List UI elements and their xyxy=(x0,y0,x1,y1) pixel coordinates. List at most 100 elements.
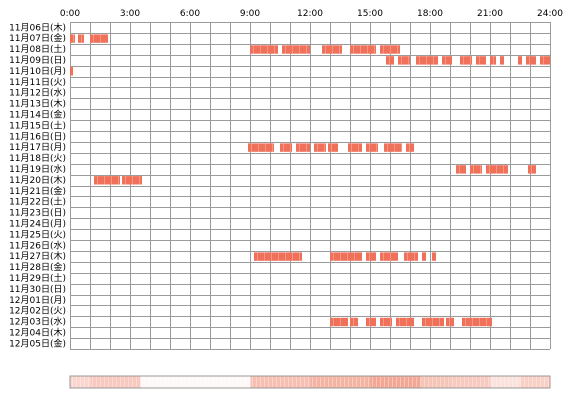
segment-stripe xyxy=(272,143,273,152)
segment-stripe xyxy=(489,165,490,174)
segment-stripe xyxy=(73,34,74,43)
segment-stripe xyxy=(283,143,284,152)
x-tick-label: 21:00 xyxy=(477,9,503,19)
activity-segment xyxy=(422,252,426,261)
activity-segment xyxy=(70,67,73,76)
segment-stripe xyxy=(470,56,471,65)
segment-stripe xyxy=(353,317,354,327)
row-label: 11月28日(金) xyxy=(9,261,66,273)
segment-stripe xyxy=(493,56,494,65)
segment-stripe xyxy=(299,252,300,261)
activity-segment xyxy=(350,45,376,54)
x-tick-label: 18:00 xyxy=(417,9,443,19)
activity-segment xyxy=(330,252,362,261)
row-label: 11月19日(水) xyxy=(9,163,66,175)
activity-segment xyxy=(94,176,120,185)
segment-stripe xyxy=(325,45,326,54)
segment-stripe xyxy=(479,56,480,65)
segment-stripe xyxy=(100,34,101,43)
segment-stripe xyxy=(97,176,98,185)
segment-stripe xyxy=(529,56,530,65)
segment-stripe xyxy=(251,143,252,152)
segment-stripe xyxy=(432,317,433,327)
density-block xyxy=(90,376,141,388)
segment-stripe xyxy=(324,143,325,152)
segment-stripe xyxy=(125,176,126,185)
activity-segment xyxy=(250,45,278,54)
row-label: 11月18日(火) xyxy=(9,153,66,164)
x-tick-label: 0:00 xyxy=(60,9,80,19)
activity-segment xyxy=(380,252,398,261)
segment-stripe xyxy=(265,143,266,152)
activity-segment xyxy=(442,56,452,65)
x-tick-label: 12:00 xyxy=(297,9,323,19)
activity-segment xyxy=(330,317,348,327)
segment-stripe xyxy=(347,252,348,261)
row-label: 12月03日(水) xyxy=(9,316,66,328)
density-block xyxy=(140,376,251,388)
segment-stripe xyxy=(387,143,388,152)
segment-stripe xyxy=(496,165,497,174)
row-label: 12月05日(金) xyxy=(9,337,66,349)
density-block xyxy=(370,376,421,388)
segment-stripe xyxy=(299,45,300,54)
segment-stripe xyxy=(317,143,318,152)
segment-stripe xyxy=(258,143,259,152)
segment-stripe xyxy=(333,252,334,261)
segment-stripe xyxy=(419,56,420,65)
segment-stripe xyxy=(285,252,286,261)
segment-stripe xyxy=(332,45,333,54)
segment-stripe xyxy=(433,56,434,65)
row-label: 11月21日(金) xyxy=(9,185,66,197)
activity-segment xyxy=(462,317,492,327)
x-tick-label: 3:00 xyxy=(120,9,140,19)
x-tick-label: 24:00 xyxy=(537,9,563,19)
segment-stripe xyxy=(401,56,402,65)
segment-stripe xyxy=(257,252,258,261)
segment-stripe xyxy=(306,45,307,54)
segment-stripe xyxy=(292,45,293,54)
segment-stripe xyxy=(369,317,370,327)
activity-segment xyxy=(366,317,376,327)
row-label: 11月08日(土) xyxy=(9,43,66,55)
row-label: 12月02日(火) xyxy=(9,306,66,317)
row-label: 12月01日(月) xyxy=(9,295,66,306)
activity-segment xyxy=(366,143,378,152)
activity-segment xyxy=(432,252,436,261)
activity-segment xyxy=(280,143,292,152)
activity-segments xyxy=(70,34,550,327)
segment-stripe xyxy=(351,143,352,152)
activity-segment xyxy=(460,56,472,65)
x-tick-label: 9:00 xyxy=(240,9,260,19)
row-label: 11月20日(木) xyxy=(9,174,66,186)
density-block xyxy=(450,376,491,388)
segment-stripe xyxy=(111,176,112,185)
segment-stripe xyxy=(81,34,82,43)
activity-segment xyxy=(476,56,486,65)
activity-segment xyxy=(470,165,482,174)
segment-stripe xyxy=(306,143,307,152)
activity-segment xyxy=(398,56,410,65)
x-tick-label: 15:00 xyxy=(357,9,383,19)
segment-stripe xyxy=(406,317,407,327)
segment-stripe xyxy=(425,317,426,327)
row-label: 11月06日(木) xyxy=(9,21,66,33)
segment-stripe xyxy=(354,252,355,261)
segment-stripe xyxy=(543,56,544,65)
segment-stripe xyxy=(264,252,265,261)
row-labels: 11月06日(木)11月07日(金)11月08日(土)11月09日(日)11月1… xyxy=(9,21,66,349)
grid xyxy=(70,22,551,350)
activity-segment xyxy=(456,165,466,174)
segment-stripe xyxy=(390,317,391,327)
segment-stripe xyxy=(407,252,408,261)
activity-segment xyxy=(526,56,536,65)
row-label: 11月12日(水) xyxy=(9,87,66,99)
density-block xyxy=(250,376,311,388)
segment-stripe xyxy=(340,252,341,261)
row-label: 11月10日(月) xyxy=(9,66,66,77)
segment-stripe xyxy=(139,176,140,185)
row-label: 11月27日(木) xyxy=(9,250,66,262)
x-axis-ticks: 0:00 3:00 6:00 9:00 12:00 15:00 18:00 21:00 24:0… xyxy=(60,9,563,19)
segment-stripe xyxy=(480,165,481,174)
segment-stripe xyxy=(397,45,398,54)
